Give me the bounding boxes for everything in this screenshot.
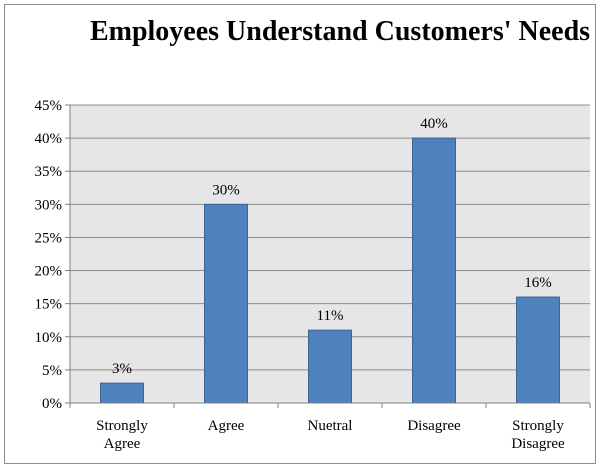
data-labels: 3% 30% 11% 40% 16% — [112, 116, 552, 377]
axes — [69, 105, 591, 408]
y-tick-label: 40% — [35, 131, 63, 147]
gridlines — [65, 104, 590, 404]
y-tick-label: 20% — [35, 264, 63, 280]
y-tick-label: 10% — [35, 330, 63, 346]
y-tick-label: 35% — [35, 164, 63, 180]
y-axis-tick-labels: 0% 5% 10% 15% 20% 25% 30% 35% 40% 45% — [35, 98, 63, 412]
x-tick-label: Nuetral — [308, 418, 353, 434]
y-tick-label: 5% — [42, 363, 62, 379]
x-tick-label: Agree — [208, 418, 245, 434]
y-tick-label: 15% — [35, 297, 63, 313]
bar — [308, 329, 352, 404]
data-label: 11% — [317, 308, 344, 324]
y-tick-label: 45% — [35, 98, 63, 114]
chart-title-text: Employees Understand Customers' Needs — [89, 16, 591, 47]
y-tick-label: 25% — [35, 230, 63, 246]
x-tick-label: Strongly Disagree — [511, 418, 565, 452]
x-tick-label: Disagree — [407, 418, 461, 434]
data-label: 30% — [212, 182, 240, 198]
data-label: 3% — [112, 361, 132, 377]
bar — [204, 203, 248, 404]
data-label: 40% — [420, 116, 448, 132]
bars — [100, 137, 560, 404]
bar — [412, 137, 456, 404]
bar — [100, 382, 144, 404]
y-tick-label: 30% — [35, 197, 63, 213]
data-label: 16% — [524, 275, 552, 291]
chart-title: Employees Understand Customers' Needs — [70, 14, 604, 50]
bar — [516, 296, 560, 404]
x-tick-label: Strongly Agree — [96, 418, 148, 452]
y-tick-label: 0% — [42, 396, 62, 412]
x-axis-tick-labels: Strongly Agree Agree Nuetral Disagree Strongl… — [96, 418, 565, 452]
